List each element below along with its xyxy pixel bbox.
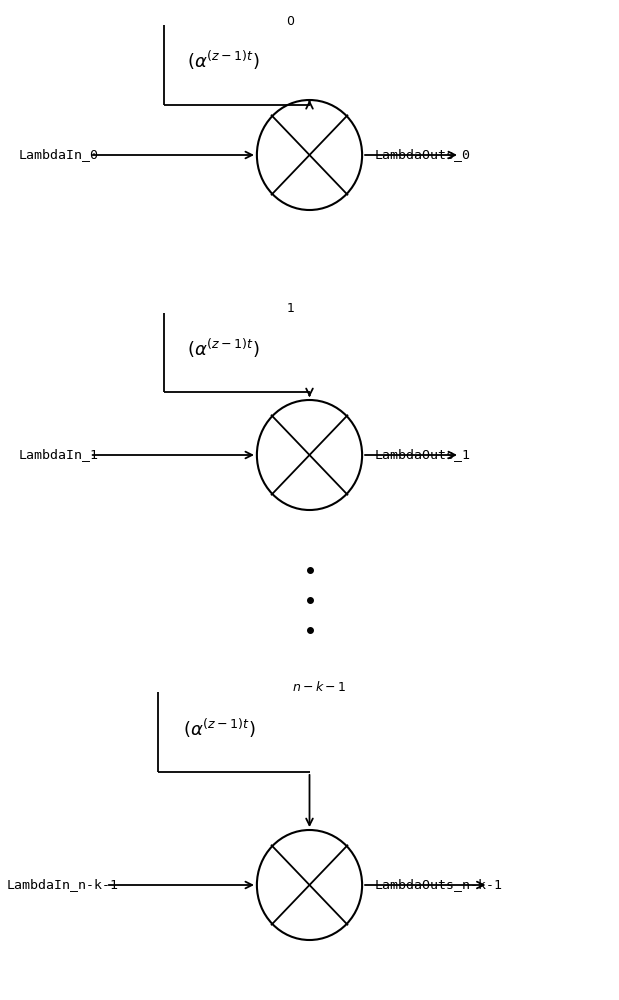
Text: LambdaOuts_0: LambdaOuts_0 <box>374 148 470 161</box>
Text: $\left(\alpha^{(z-1)t}\right)$: $\left(\alpha^{(z-1)t}\right)$ <box>183 716 256 740</box>
Text: LambdaOuts_1: LambdaOuts_1 <box>374 448 470 462</box>
Text: $n-k-1$: $n-k-1$ <box>292 680 347 694</box>
Text: $\left(\alpha^{(z-1)t}\right)$: $\left(\alpha^{(z-1)t}\right)$ <box>186 48 259 72</box>
Text: LambdaIn_1: LambdaIn_1 <box>19 448 98 462</box>
Text: LambdaIn_0: LambdaIn_0 <box>19 148 98 161</box>
Text: $\left(\alpha^{(z-1)t}\right)$: $\left(\alpha^{(z-1)t}\right)$ <box>186 336 259 360</box>
Text: $0$: $0$ <box>286 15 295 28</box>
Text: $1$: $1$ <box>286 302 295 315</box>
Text: LambdaIn_n-k-1: LambdaIn_n-k-1 <box>6 879 118 892</box>
Text: LambdaOuts_n-k-1: LambdaOuts_n-k-1 <box>374 879 503 892</box>
